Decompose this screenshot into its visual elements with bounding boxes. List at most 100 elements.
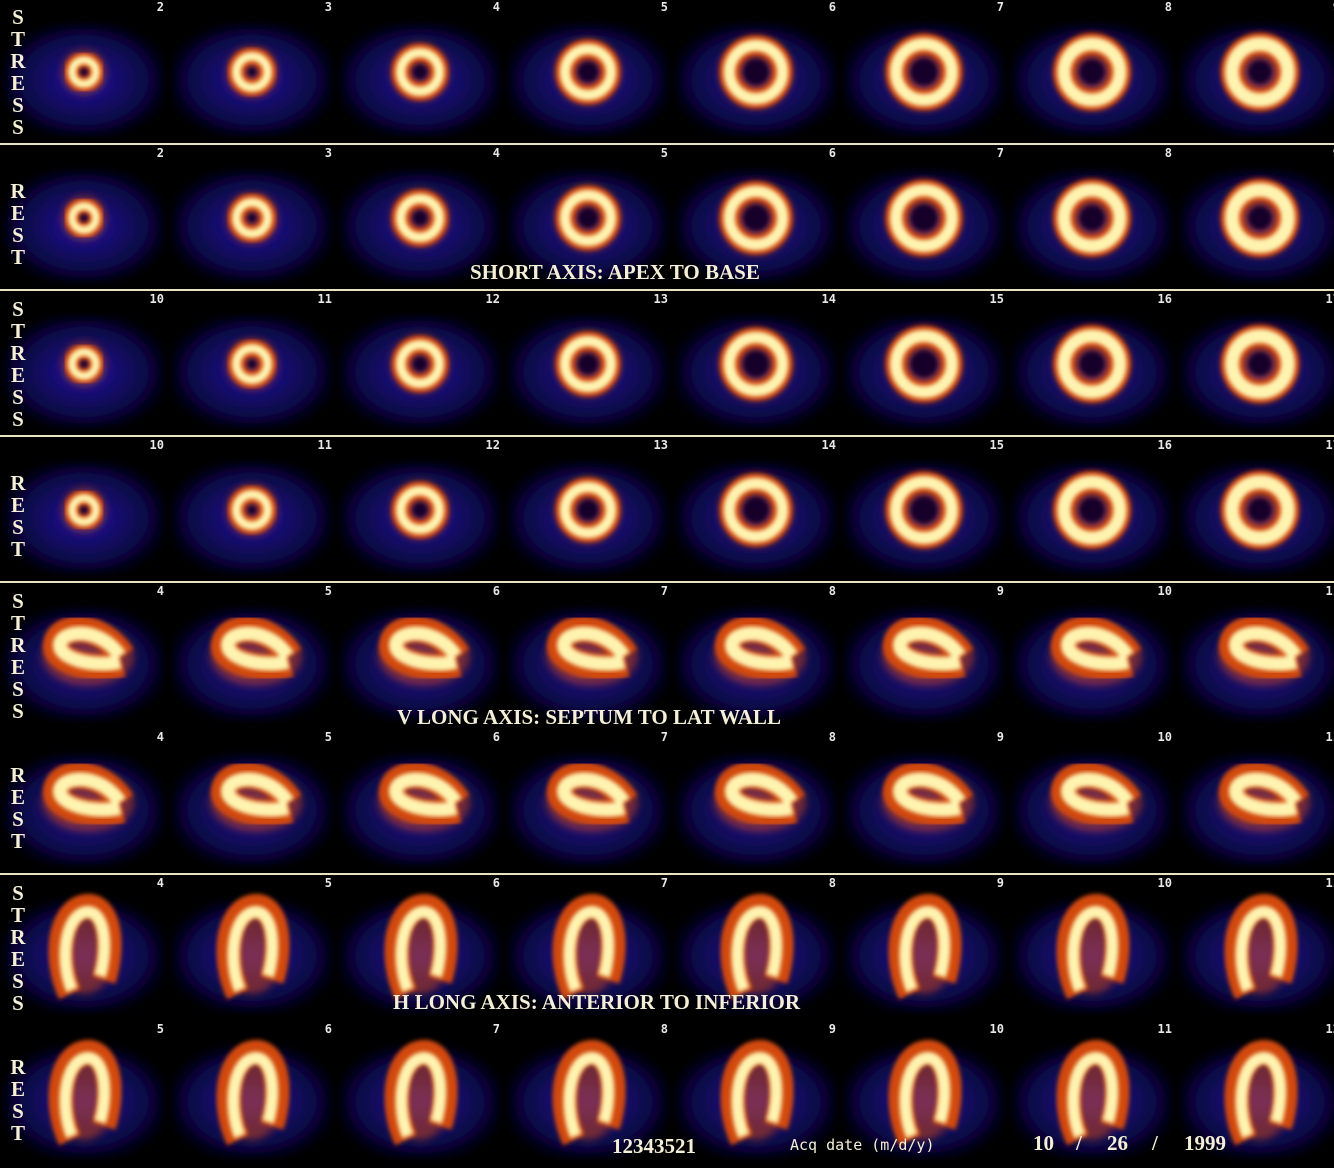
- frame-number: 9: [1333, 0, 1334, 14]
- frame-number: 6: [828, 146, 836, 160]
- scan-image: [508, 608, 668, 720]
- scan-image: [172, 24, 332, 136]
- scan-image: [508, 316, 668, 428]
- scan-image: [4, 170, 164, 282]
- scan-image: [340, 754, 500, 866]
- scan-image: [676, 894, 836, 1012]
- scan-row-rest: 10 11: [0, 438, 1334, 584]
- scan-frame: 9: [1176, 0, 1334, 140]
- acq-date-day: 26: [1107, 1131, 1128, 1155]
- row-label-letter: E: [10, 785, 25, 809]
- frame-number: 8: [660, 1022, 668, 1036]
- frame-number: 6: [492, 876, 500, 890]
- scan-frame: 10: [1008, 730, 1176, 870]
- scan-image: [1012, 170, 1172, 282]
- scan-image: [4, 462, 164, 574]
- short-axis-title: SHORT AXIS: APEX TO BASE: [470, 260, 760, 284]
- scan-image: [4, 24, 164, 136]
- frame-number: 4: [156, 876, 164, 890]
- frame-number: 15: [989, 292, 1004, 306]
- scan-frame: 17: [1176, 292, 1334, 432]
- scan-image: [1180, 754, 1334, 866]
- frame-number: 11: [317, 438, 332, 452]
- row-label-letter: R: [10, 633, 26, 657]
- scan-frame: 16: [1008, 292, 1176, 432]
- row-label-letter: T: [10, 1121, 25, 1145]
- row-label-letter: S: [12, 223, 24, 247]
- row-label-letter: T: [10, 27, 25, 51]
- scan-image: [1180, 1040, 1334, 1158]
- scan-image: [4, 754, 164, 866]
- frame-number: 16: [1157, 292, 1172, 306]
- scan-image: [844, 754, 1004, 866]
- frame-number: 12: [485, 438, 500, 452]
- scan-image: [508, 894, 668, 1012]
- frame-number: 4: [492, 0, 500, 14]
- row-label-letter: E: [10, 655, 25, 679]
- frame-number: 15: [989, 438, 1004, 452]
- frame-number: 5: [324, 730, 332, 744]
- scan-image: [676, 170, 836, 282]
- scan-frame: 7: [840, 0, 1008, 140]
- scan-frame: 12: [1176, 1022, 1334, 1162]
- scan-frame: 6: [672, 146, 840, 286]
- scan-image: [172, 316, 332, 428]
- frame-number: 5: [660, 146, 668, 160]
- scan-image: [844, 894, 1004, 1012]
- frame-number: 8: [1164, 146, 1172, 160]
- scan-image: [1012, 894, 1172, 1012]
- row-label-letter: S: [12, 1099, 24, 1123]
- frame-number: 9: [828, 1022, 836, 1036]
- scan-frame: 8: [672, 876, 840, 1016]
- scan-frame: 11: [1176, 584, 1334, 724]
- row-label-letter: S: [12, 385, 24, 409]
- scan-image: [1012, 608, 1172, 720]
- row-label-letter: S: [12, 297, 24, 321]
- scan-frame: 15: [840, 438, 1008, 578]
- scan-image: [172, 894, 332, 1012]
- row-divider: [0, 289, 1334, 291]
- scan-image: [1012, 754, 1172, 866]
- scan-frame: 4: [0, 730, 168, 870]
- scan-frame: 6: [168, 1022, 336, 1162]
- scan-frame: 12: [336, 292, 504, 432]
- scan-image: [508, 24, 668, 136]
- frame-number: 7: [996, 146, 1004, 160]
- scan-frame: 13: [504, 438, 672, 578]
- scan-image: [4, 316, 164, 428]
- scan-frame: 14: [672, 438, 840, 578]
- row-label-letter: R: [10, 925, 26, 949]
- row-label-letter: S: [12, 589, 24, 613]
- row-divider: [0, 873, 1334, 875]
- row-label-letter: T: [10, 611, 25, 635]
- scan-frame: 6: [336, 730, 504, 870]
- scan-frame: 7: [840, 146, 1008, 286]
- frame-number: 3: [324, 0, 332, 14]
- scan-frame: 4: [336, 0, 504, 140]
- frame-number: 11: [317, 292, 332, 306]
- frame-number: 8: [1164, 0, 1172, 14]
- scan-frame: 2: [0, 0, 168, 140]
- scan-image: [340, 462, 500, 574]
- frame-number: 7: [660, 876, 668, 890]
- scan-image: [844, 24, 1004, 136]
- scan-frame: 7: [504, 730, 672, 870]
- frame-number: 13: [653, 292, 668, 306]
- scan-image: [172, 170, 332, 282]
- frame-number: 8: [828, 876, 836, 890]
- scan-image: [508, 170, 668, 282]
- scan-frame: 12: [336, 438, 504, 578]
- frame-number: 11: [1325, 584, 1334, 598]
- frame-number: 8: [828, 730, 836, 744]
- scan-row-stress: 2 3: [0, 0, 1334, 146]
- scan-row-stress: 10 11: [0, 292, 1334, 438]
- scan-image: [172, 754, 332, 866]
- scan-frame: 9: [840, 730, 1008, 870]
- frame-number: 6: [324, 1022, 332, 1036]
- frame-number: 4: [156, 730, 164, 744]
- row-label-letter: S: [12, 407, 24, 431]
- scan-frame: 17: [1176, 438, 1334, 578]
- row-divider: [0, 435, 1334, 437]
